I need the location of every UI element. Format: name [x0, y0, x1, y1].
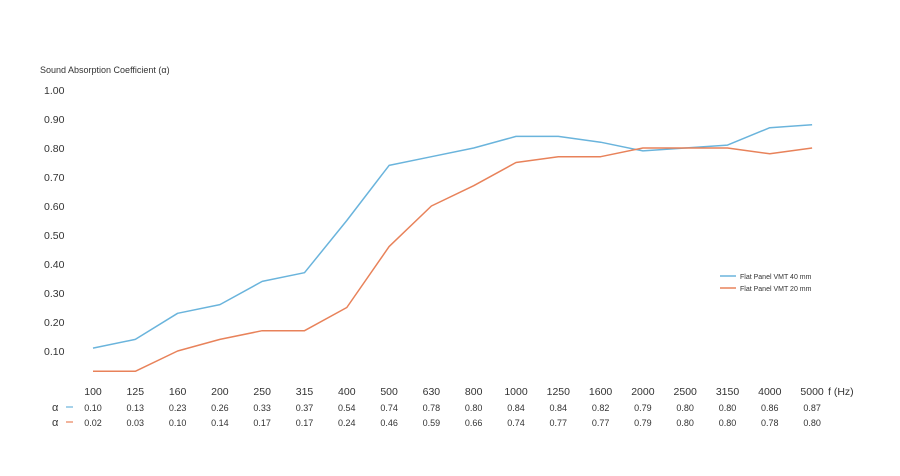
legend-label-1: Flat Panel VMT 40 mm — [740, 274, 812, 281]
row-value: 0.17 — [253, 418, 271, 428]
x-tick-label: 2500 — [674, 386, 698, 398]
row-value: 0.77 — [592, 418, 610, 428]
row-value: 0.80 — [465, 403, 483, 413]
y-axis-title: Sound Absorption Coefficient (α) — [40, 65, 170, 75]
row-value: 0.46 — [380, 418, 398, 428]
x-tick-label: 400 — [338, 386, 356, 398]
x-tick-label: 1600 — [589, 386, 613, 398]
x-tick-label: 250 — [253, 386, 271, 398]
row-value: 0.86 — [761, 403, 779, 413]
legend-label-2: Flat Panel VMT 20 mm — [740, 286, 812, 293]
x-tick-label: 4000 — [758, 386, 782, 398]
x-tick-label: 500 — [380, 386, 398, 398]
x-tick-label: 125 — [127, 386, 145, 398]
series-line-2 — [93, 147, 813, 373]
row-value: 0.87 — [803, 403, 821, 413]
y-tick-label: 0.60 — [44, 201, 65, 213]
row-value: 0.82 — [592, 403, 610, 413]
row-value: 0.78 — [423, 403, 441, 413]
row-value: 0.80 — [676, 418, 694, 428]
x-tick-label: 3150 — [716, 386, 740, 398]
row-value: 0.80 — [719, 418, 737, 428]
row-value: 0.80 — [676, 403, 694, 413]
y-tick-label: 0.20 — [44, 317, 65, 329]
x-tick-label: 2000 — [631, 386, 655, 398]
y-tick-label: 0.90 — [44, 114, 65, 126]
row-symbol-1: α — [52, 402, 59, 414]
x-axis-title: f (Hz) — [828, 386, 854, 398]
row-value: 0.10 — [84, 403, 102, 413]
row-value: 0.59 — [423, 418, 441, 428]
row-value: 0.78 — [761, 418, 779, 428]
row-value: 0.79 — [634, 418, 652, 428]
row-value: 0.74 — [507, 418, 525, 428]
row-value: 0.03 — [127, 418, 145, 428]
x-tick-label: 1000 — [504, 386, 528, 398]
row-value: 0.33 — [253, 403, 271, 413]
series-line-1 — [92, 124, 813, 349]
y-tick-label: 0.80 — [44, 143, 65, 155]
x-tick-label: 630 — [423, 386, 441, 398]
row-value: 0.23 — [169, 403, 187, 413]
row-value: 0.80 — [719, 403, 737, 413]
y-tick-label: 0.70 — [44, 172, 65, 184]
x-tick-label: 800 — [465, 386, 483, 398]
x-tick-label: 160 — [169, 386, 187, 398]
row-value: 0.79 — [634, 403, 652, 413]
row-value: 0.13 — [127, 403, 145, 413]
row-value: 0.24 — [338, 418, 356, 428]
row-value: 0.84 — [507, 403, 525, 413]
row-value: 0.14 — [211, 418, 229, 428]
row-value: 0.77 — [550, 418, 568, 428]
y-tick-label: 0.30 — [44, 288, 65, 300]
y-tick-label: 0.50 — [44, 230, 65, 242]
row-value: 0.66 — [465, 418, 483, 428]
x-tick-label: 200 — [211, 386, 229, 398]
row-value: 0.80 — [803, 418, 821, 428]
y-tick-label: 0.10 — [44, 346, 65, 358]
row-value: 0.26 — [211, 403, 229, 413]
row-value: 0.74 — [380, 403, 398, 413]
x-tick-label: 1250 — [547, 386, 571, 398]
x-tick-label: 100 — [84, 386, 102, 398]
x-tick-label: 315 — [296, 386, 314, 398]
x-tick-label: 5000 — [800, 386, 824, 398]
y-tick-label: 0.40 — [44, 259, 65, 271]
row-value: 0.02 — [84, 418, 102, 428]
row-value: 0.54 — [338, 403, 356, 413]
y-tick-label: 1.00 — [44, 85, 65, 97]
row-value: 0.10 — [169, 418, 187, 428]
row-value: 0.37 — [296, 403, 314, 413]
row-symbol-2: α — [52, 417, 59, 429]
row-value: 0.17 — [296, 418, 314, 428]
row-value: 0.84 — [550, 403, 568, 413]
